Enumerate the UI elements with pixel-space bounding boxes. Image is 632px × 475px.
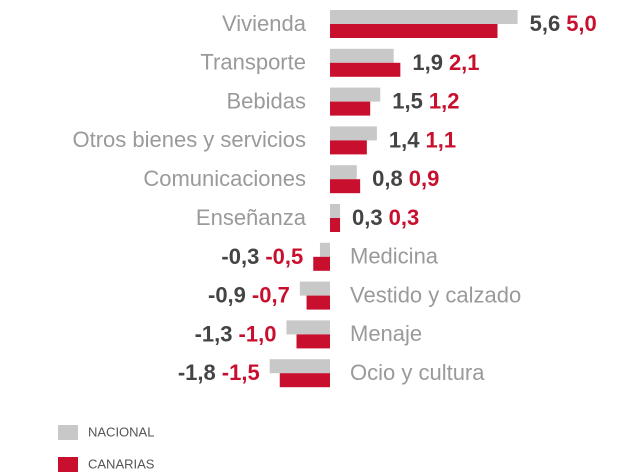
value-labels: 0,3 0,3 (352, 205, 419, 230)
value-label: -1,3 (195, 321, 233, 346)
category-label: Vivienda (222, 11, 307, 36)
category-label: Ocio y cultura (350, 360, 485, 385)
value-label: 1,2 (429, 88, 460, 113)
value-label: 1,9 (412, 50, 443, 75)
category-label: Transporte (200, 50, 306, 75)
category-label: Otros bienes y servicios (72, 127, 306, 152)
legend-label: NACIONAL (88, 424, 154, 439)
value-label: 0,9 (409, 166, 440, 191)
legend-swatch (58, 425, 78, 440)
bar (313, 256, 330, 271)
value-labels: 5,6 5,0 (530, 11, 597, 36)
legend-swatch (58, 457, 78, 472)
bar (330, 140, 367, 155)
bar (330, 165, 357, 180)
value-label: 5,0 (566, 11, 597, 36)
bar (330, 179, 361, 194)
value-labels: -0,3 -0,5 (221, 244, 303, 269)
value-label: 5,6 (530, 11, 561, 36)
value-label: -0,3 (221, 244, 259, 269)
category-label: Vestido y calzado (350, 282, 521, 307)
value-labels: -1,8 -1,5 (178, 360, 260, 385)
category-label: Medicina (350, 244, 439, 269)
bar (286, 320, 330, 335)
value-label: 0,3 (352, 205, 383, 230)
value-labels: -0,9 -0,7 (208, 282, 290, 307)
value-label: 0,8 (372, 166, 403, 191)
category-label: Bebidas (226, 88, 306, 113)
value-label: -1,0 (239, 321, 277, 346)
bar (296, 334, 330, 349)
value-label: 1,4 (389, 127, 420, 152)
bar (279, 373, 330, 388)
value-label: -1,5 (222, 360, 260, 385)
value-label: -0,5 (265, 244, 303, 269)
value-labels: 1,4 1,1 (389, 127, 456, 152)
category-label: Comunicaciones (143, 166, 306, 191)
bar (330, 48, 394, 63)
bar (330, 10, 518, 24)
bar (299, 281, 330, 296)
value-label: 2,1 (449, 50, 480, 75)
bar (306, 295, 330, 310)
value-labels: 1,9 2,1 (412, 50, 479, 75)
category-label: Enseñanza (196, 205, 307, 230)
bar (330, 204, 341, 218)
value-label: -1,8 (178, 360, 216, 385)
legend-label: CANARIAS (88, 456, 155, 471)
value-label: 1,1 (425, 127, 456, 152)
bar (330, 126, 377, 141)
value-label: -0,7 (252, 282, 290, 307)
value-label: -0,9 (208, 282, 246, 307)
bar (269, 359, 330, 374)
bar (330, 62, 401, 77)
bar (330, 24, 498, 38)
category-label: Menaje (350, 321, 422, 346)
bar (330, 87, 381, 102)
value-labels: -1,3 -1,0 (195, 321, 277, 346)
value-labels: 1,5 1,2 (392, 88, 459, 113)
value-label: 1,5 (392, 88, 423, 113)
bar (330, 101, 371, 116)
value-labels: 0,8 0,9 (372, 166, 439, 191)
bar (330, 218, 341, 232)
value-label: 0,3 (389, 205, 420, 230)
bar (319, 242, 330, 257)
